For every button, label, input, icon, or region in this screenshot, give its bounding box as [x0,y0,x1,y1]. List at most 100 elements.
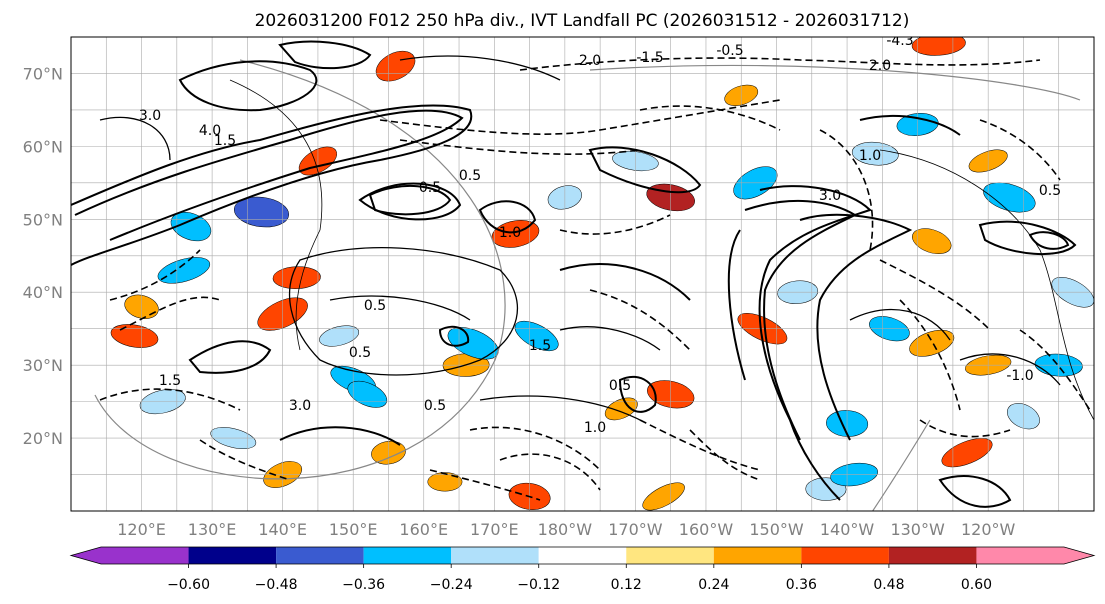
lon-label: 120°W [961,520,1016,539]
contour-line [559,214,671,235]
contour-label: 0.5 [459,168,481,184]
contour-line [559,263,691,301]
contour-label: -4.3 [886,33,913,49]
divergence-patch [642,482,685,511]
colorbar-tick-label: 0.36 [786,577,817,593]
contour-line [469,426,601,471]
contour-line [559,326,661,351]
colorbar-block [188,547,277,564]
lon-label: 170°E [470,520,519,539]
contour-label: 0.5 [1039,183,1061,199]
contour-line [278,40,372,70]
colorbar-tick-label: −0.60 [167,577,210,593]
lon-label: 140°E [258,520,307,539]
contour-line [368,184,452,216]
contour-label: 1.0 [859,148,881,164]
contour-line [288,247,519,376]
contour-line [1028,231,1070,250]
contour-label: 0.5 [424,398,446,414]
colorbar-tick-label: −0.12 [517,577,560,593]
colorbar-tick-label: 0.48 [873,577,904,593]
contour-line [438,325,470,347]
positive-divergence-contours [71,40,1077,508]
lon-label: 140°W [820,520,875,539]
contour-line [978,220,1077,255]
contour-label: 2.0 [869,58,891,74]
contour-label: -1.0 [1006,368,1033,384]
figure-title: 2026031200 F012 250 hPa div., IVT Landfa… [255,11,910,31]
colorbar-extend-max [1064,547,1094,564]
contour-label: 0.5 [364,298,386,314]
contour-label: -1.5 [636,50,663,66]
contour-label: 3.0 [289,398,311,414]
colorbar-block [451,547,539,564]
contour-line [358,182,462,221]
colorbar: −0.60 −0.48 −0.36 −0.24 −0.12 0.12 0.24 0.36 0.4… [69,546,1096,593]
lon-label: 130°E [188,520,237,539]
lat-label: 40°N [23,283,63,302]
coastline [229,79,1094,421]
lat-label: 60°N [23,137,63,156]
colorbar-tick-label: 0.60 [961,577,992,593]
contour-line [589,289,691,351]
colorbar-block [363,547,452,564]
contour-label: 4.0 [199,123,221,139]
convergence-patch [851,141,899,166]
contour-label: 0.5 [609,378,631,394]
contour-line [399,55,561,81]
contour-line [479,395,641,421]
contour-line [618,375,657,413]
colorbar-tick-label: −0.36 [342,577,385,593]
divergence-patch [912,228,952,255]
contour-line [279,426,401,446]
colorbar-block [713,547,802,564]
contour-line [178,60,318,112]
contour-line [758,185,872,501]
contour-line [727,229,746,381]
convergence-patch [319,325,360,347]
colorbar-outline [69,546,1096,565]
contour-label: 1.5 [214,133,236,149]
contour-line [429,469,541,501]
contour-line [799,213,913,441]
divergence-patch [909,329,955,357]
colorbar-block [276,547,364,564]
contour-line [899,299,961,411]
great-circle-arc-east [871,419,931,511]
positive-divergence-contours-thin [99,55,1061,421]
divergence-patch [941,438,993,468]
contour-line [879,259,991,331]
contour-label: 3.0 [139,108,161,124]
contour-line [919,419,1011,438]
contour-line [478,200,537,234]
colorbar-block [626,547,714,564]
contour-label: 1.0 [499,225,521,241]
contour-labels: 3.0 1.5 0.5 4.0 2.0 0.5 1.0 0.5 1.5 3.0 0.5 0.5 1.0 0… [139,33,1061,436]
contour-line [1019,329,1091,411]
lon-label: 180°W [538,520,593,539]
contour-line [71,104,473,266]
lon-label: 170°W [608,520,663,539]
divergence-patch [110,324,159,348]
contour-line [938,475,1012,508]
lon-label: 160°W [679,520,734,539]
lon-label: 160°E [399,520,448,539]
convergence-patch [157,257,211,284]
lat-label: 70°N [23,64,63,83]
lat-label: 20°N [23,429,63,448]
divergence-patch [911,37,966,56]
contour-label: -0.5 [716,43,743,59]
latitude-labels: 70°N 60°N 50°N 40°N 30°N 20°N [23,64,63,448]
lon-label: 150°W [749,520,804,539]
contour-label: 0.5 [419,180,441,196]
contour-line [109,249,201,301]
contour-line [849,308,951,341]
contour-line [74,109,464,241]
colorbar-block [888,547,977,564]
colorbar-tick-label: −0.48 [255,577,298,593]
contour-line [519,57,1041,71]
contour-line [99,116,171,161]
colorbar-block [101,547,189,564]
negative-divergence-contours [99,57,1091,501]
contour-line [959,353,1061,386]
